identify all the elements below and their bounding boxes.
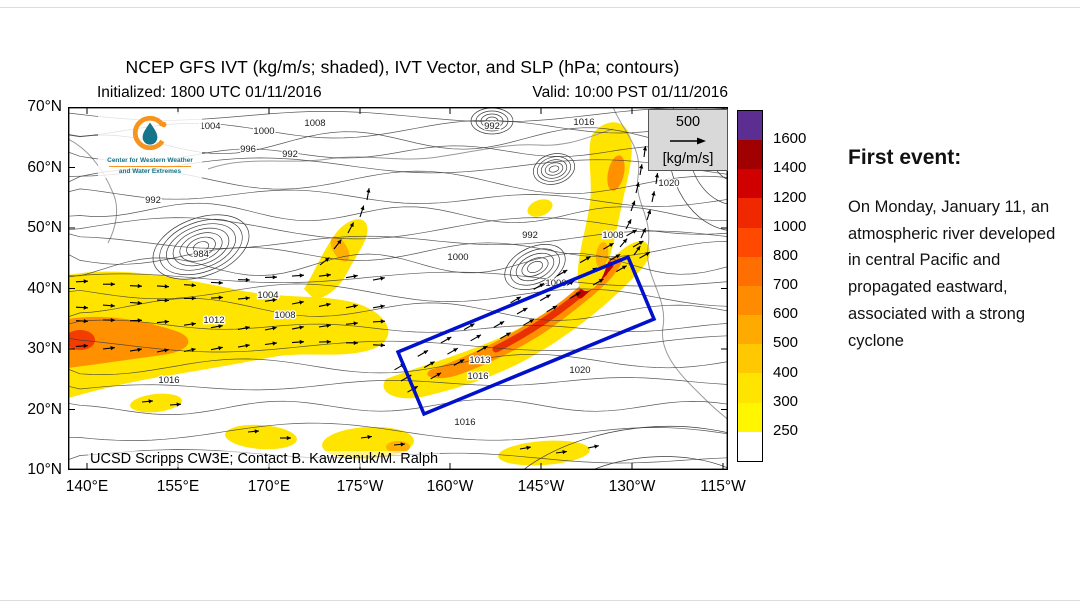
colorbar-band xyxy=(738,198,762,228)
x-tick-label: 155°E xyxy=(156,478,200,495)
colorbar-label: 250 xyxy=(773,421,799,439)
slp-contour-labels: 1004 1000 1008 996 992 992 984 992 1016 1020 1008 9… xyxy=(144,116,681,430)
x-tick-label: 130°W xyxy=(608,478,656,495)
colorbar-label: 1000 xyxy=(773,217,807,235)
slp-contour-label: 1016 xyxy=(454,417,475,428)
colorbar-band xyxy=(738,373,762,403)
colorbar-label: 300 xyxy=(773,392,799,410)
slp-contour-label: 1012 xyxy=(203,315,224,326)
y-tick-label: 70°N xyxy=(27,98,62,115)
slp-contour-label: 1008 xyxy=(274,310,295,321)
slp-contour-label: 1016 xyxy=(467,371,488,382)
logo-text-line2: and Water Extremes xyxy=(118,168,182,176)
colorbar-label: 1600 xyxy=(773,130,807,148)
ar-shading-yellow xyxy=(383,241,650,399)
slp-contour-label: 1000 xyxy=(253,126,274,137)
scale-units: [kg/m/s] xyxy=(662,151,714,167)
slp-contour-label: 1020 xyxy=(658,178,679,189)
slp-contour-label: 1016 xyxy=(573,117,594,128)
valid-time: Valid: 10:00 PST 01/11/2016 xyxy=(532,84,728,101)
y-tick-label: 20°N xyxy=(27,400,62,418)
colorbar-band xyxy=(738,402,762,432)
x-tick-label: 115°W xyxy=(700,478,746,495)
slp-contour-label: 1016 xyxy=(158,375,179,386)
x-tick-label: 160°W xyxy=(426,478,474,495)
logo-text-line1: Center for Western Weather xyxy=(107,157,193,164)
x-tick-label: 170°E xyxy=(247,478,291,495)
slp-contour-label: 1000 xyxy=(447,252,468,263)
slp-contour-label: 992 xyxy=(522,230,538,241)
slp-contour-label: 1000 xyxy=(545,278,566,289)
colorbar-band xyxy=(738,315,762,345)
colorbar-label: 1400 xyxy=(773,159,807,177)
figure-title: NCEP GFS IVT (kg/m/s; shaded), IVT Vecto… xyxy=(125,57,680,77)
slp-contour-label: 1004 xyxy=(199,121,220,132)
slp-contour-label: 1013 xyxy=(469,355,490,366)
map-plot: 1004 1000 1008 996 992 992 984 992 1016 1020 1008 9… xyxy=(65,54,823,608)
colorbar xyxy=(737,110,763,462)
y-tick-label: 50°N xyxy=(27,219,62,236)
slp-contour-label: 984 xyxy=(193,249,209,260)
colorbar-band xyxy=(738,431,762,461)
vector-scale-legend: 500 [kg/m/s] xyxy=(648,109,728,171)
colorbar-band xyxy=(738,111,762,141)
x-tick-label: 140°E xyxy=(65,478,109,495)
logo-divider xyxy=(109,166,191,168)
x-tick-label: 145°W xyxy=(517,478,565,495)
colorbar-label: 600 xyxy=(773,305,799,323)
event-panel: First event: On Monday, January 11, an a… xyxy=(848,146,1058,354)
slide-top-border xyxy=(0,7,1080,8)
slp-contour-label: 1020 xyxy=(569,365,590,376)
event-description: On Monday, January 11, an atmospheric ri… xyxy=(848,198,1056,350)
colorbar-label: 500 xyxy=(773,334,799,352)
map-canvas: 1004 1000 1008 996 992 992 984 992 1016 1020 1008 9… xyxy=(65,54,823,608)
init-time: Initialized: 1800 UTC 01/11/2016 xyxy=(97,84,322,101)
credit-text: UCSD Scripps CW3E; Contact B. Kawzenuk/M… xyxy=(88,451,441,467)
ivt-shading xyxy=(65,122,650,466)
event-heading: First event: xyxy=(848,146,962,169)
slp-contour-label: 1008 xyxy=(602,230,623,241)
colorbar-label: 1200 xyxy=(773,188,807,206)
y-tick-label: 30°N xyxy=(27,340,62,357)
colorbar-label: 800 xyxy=(773,246,799,264)
x-tick-label: 175°W xyxy=(336,478,384,495)
colorbar-band xyxy=(738,285,762,316)
cw3e-logo: Center for Western Weather and Water Ext… xyxy=(98,112,202,179)
plot-frame xyxy=(67,106,728,471)
y-tick-label: 60°N xyxy=(27,158,62,176)
colorbar-label: 700 xyxy=(773,276,799,293)
slp-contour-label: 1008 xyxy=(304,118,325,129)
colorbar-band xyxy=(738,140,762,170)
colorbar-band xyxy=(738,256,762,286)
ivt-vectors xyxy=(75,146,659,455)
cw3e-logo-icon xyxy=(132,115,168,151)
slp-contour-label: 996 xyxy=(240,144,256,155)
slp-contour-label: 1004 xyxy=(257,290,278,301)
slide-bottom-border xyxy=(0,600,1080,601)
colorbar-band xyxy=(738,344,762,374)
y-tick-label: 10°N xyxy=(27,461,62,478)
y-tick-label: 40°N xyxy=(27,279,62,297)
slp-contour-label: 992 xyxy=(484,121,500,132)
ar-highlight-box xyxy=(395,254,657,417)
scale-value: 500 xyxy=(675,114,701,130)
slp-contour-label: 992 xyxy=(282,149,298,160)
colorbar-band xyxy=(738,169,762,199)
colorbar-label: 400 xyxy=(773,363,799,381)
scale-arrow-icon xyxy=(670,137,706,144)
slp-contour-label: 992 xyxy=(145,195,161,206)
colorbar-band xyxy=(738,227,762,257)
